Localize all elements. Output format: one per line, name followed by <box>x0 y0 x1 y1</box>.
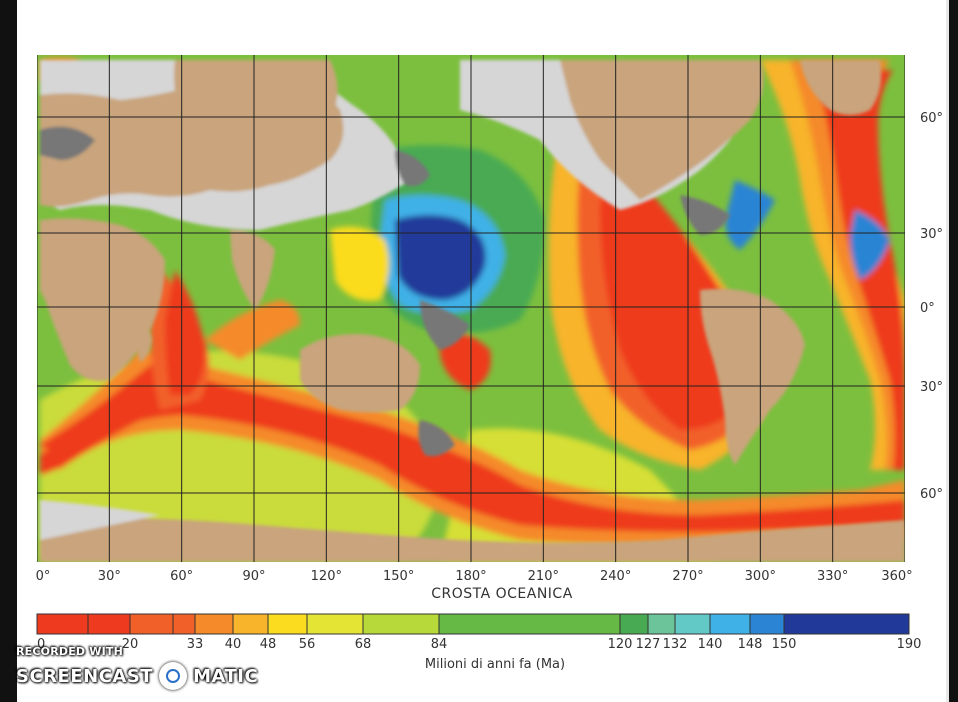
latitude-label: 30° <box>920 380 943 395</box>
right-black-border <box>949 0 958 702</box>
legend-color-band <box>130 614 195 634</box>
longitude-label: 90° <box>242 569 265 584</box>
continents <box>40 60 905 562</box>
watermark-brand-right: MATIC <box>193 665 259 687</box>
watermark-brand: SCREENCAST MATIC <box>16 662 258 690</box>
longitude-label: 150° <box>383 569 414 584</box>
legend-title: Milioni di anni fa (Ma) <box>425 657 565 672</box>
legend-color-band <box>710 614 750 634</box>
legend-color-band <box>268 614 307 634</box>
left-black-border <box>0 0 17 702</box>
legend-color-band <box>648 614 675 634</box>
latitude-label: 60° <box>920 111 943 126</box>
latitude-label: 0° <box>920 301 935 316</box>
legend-tick-label: 68 <box>355 637 372 652</box>
legend-tick-label: 40 <box>225 637 242 652</box>
age-legend-ticks: 0 20 33 40 48 56 68 84 120 127 132 140 148 150 190 <box>36 614 922 652</box>
legend-tick-label: 150 <box>772 637 797 652</box>
map-area <box>37 55 905 562</box>
legend-color-band <box>363 614 439 634</box>
legend-color-band <box>620 614 648 634</box>
legend-tick-label: 140 <box>698 637 723 652</box>
watermark-recorded-with: RECORDED WITH <box>16 645 124 658</box>
legend-color-band <box>233 614 268 634</box>
longitude-label: 300° <box>745 569 776 584</box>
longitude-label: 240° <box>600 569 631 584</box>
legend-color-band <box>750 614 784 634</box>
legend-color-band <box>784 614 909 634</box>
latitude-label: 30° <box>920 227 943 242</box>
legend-tick-label: 20 <box>122 637 139 652</box>
legend-color-band <box>195 614 233 634</box>
longitude-label: 210° <box>528 569 559 584</box>
longitude-label: 120° <box>311 569 342 584</box>
longitude-label: 30° <box>98 569 121 584</box>
legend-tick-label: 120 <box>608 637 633 652</box>
legend-tick-label: 48 <box>260 637 277 652</box>
legend-tick-label: 84 <box>431 637 448 652</box>
record-circle-icon <box>159 662 188 690</box>
longitude-label: 360° <box>881 569 912 584</box>
longitude-label: 330° <box>817 569 848 584</box>
legend-tick-label: 0 <box>37 637 45 652</box>
age-legend-bar <box>36 613 910 635</box>
legend-color-band <box>307 614 363 634</box>
legend-tick-label: 33 <box>187 637 204 652</box>
right-light-border <box>946 0 949 702</box>
longitude-label: 60° <box>170 569 193 584</box>
watermark-brand-left: SCREENCAST <box>16 665 154 687</box>
legend-color-band <box>439 614 620 634</box>
legend-tick-label: 190 <box>897 637 922 652</box>
longitude-labels: 0° 30° 60° 90° 120° 150° 180° 210° 240° 270° 300° 3… <box>36 569 913 584</box>
age-bands <box>40 57 905 560</box>
graticule <box>37 55 905 562</box>
legend-tick-label: 132 <box>663 637 688 652</box>
longitude-label: 180° <box>455 569 486 584</box>
legend-tick-label: 148 <box>738 637 763 652</box>
latitude-labels: 60° 30° 0° 30° 60° <box>920 111 943 502</box>
longitude-label: 0° <box>36 569 51 584</box>
map-title: CROSTA OCEANICA <box>431 586 573 602</box>
legend-tick-label: 127 <box>636 637 661 652</box>
latitude-label: 60° <box>920 487 943 502</box>
legend-color-band <box>675 614 710 634</box>
legend-color-band <box>37 614 130 634</box>
longitude-label: 270° <box>672 569 703 584</box>
legend-tick-label: 56 <box>299 637 316 652</box>
